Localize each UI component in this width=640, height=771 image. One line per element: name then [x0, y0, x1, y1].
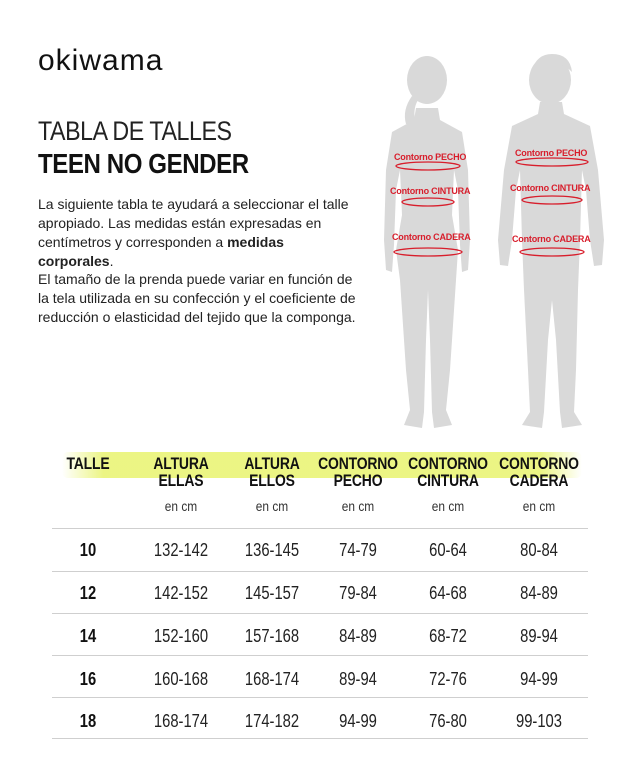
- row-divider: [52, 528, 588, 529]
- female-chest-label: Contorno PECHO: [394, 152, 467, 162]
- measure-cell: 94-99: [520, 669, 558, 689]
- silhouettes-illustration: [384, 54, 604, 428]
- measure-cell: 94-99: [339, 711, 377, 731]
- intro-paragraph-2: El tamaño de la prenda puede variar en f…: [38, 271, 356, 325]
- column-header-line1: CONTORNO: [499, 454, 579, 473]
- measure-cell: 132-142: [153, 540, 209, 560]
- column-unit: en cm: [341, 498, 375, 514]
- column-unit: en cm: [255, 498, 289, 514]
- measure-cell: 72-76: [429, 669, 467, 689]
- row-divider: [52, 738, 588, 739]
- column-unit: en cm: [164, 498, 198, 514]
- page-title-line1: TABLA DE TALLES: [38, 116, 232, 146]
- measure-cell: 152-160: [153, 626, 209, 646]
- size-cell: 12: [79, 583, 97, 603]
- measure-cell: 84-89: [520, 583, 558, 603]
- female-hip-label: Contorno CADERA: [392, 232, 471, 242]
- measure-cell: 160-168: [153, 669, 209, 689]
- row-divider: [52, 613, 588, 614]
- size-cell: 10: [79, 540, 97, 560]
- column-header-line1: CONTORNO: [408, 454, 488, 473]
- row-divider: [52, 571, 588, 572]
- measure-cell: 64-68: [429, 583, 467, 603]
- measure-cell: 84-89: [339, 626, 377, 646]
- column-header-line2: ELLOS: [249, 471, 295, 490]
- column-header-line1: ALTURA: [244, 454, 300, 473]
- row-divider: [52, 655, 588, 656]
- measure-cell: 79-84: [339, 583, 377, 603]
- column-unit: en cm: [522, 498, 556, 514]
- header-highlight: [62, 452, 582, 478]
- measure-cell: 174-182: [244, 711, 300, 731]
- column-header-line1: CONTORNO: [318, 454, 398, 473]
- column-header-line1: TALLE: [66, 454, 110, 473]
- size-cell: 18: [79, 711, 97, 731]
- measure-cell: 145-157: [244, 583, 300, 603]
- column-header-line2: CADERA: [509, 471, 569, 490]
- measure-cell: 68-72: [429, 626, 467, 646]
- female-measure-lines: [393, 161, 463, 257]
- column-unit: en cm: [431, 498, 465, 514]
- intro-end: .: [109, 253, 114, 269]
- measure-cell: 74-79: [339, 540, 377, 560]
- male-silhouette: [498, 54, 604, 428]
- intro-text: La siguiente tabla te ayudará a seleccio…: [38, 196, 349, 250]
- column-header-line2: CINTURA: [417, 471, 479, 490]
- measure-cell: 80-84: [520, 540, 558, 560]
- male-chest-label: Contorno PECHO: [515, 148, 588, 158]
- measure-cell: 136-145: [244, 540, 300, 560]
- size-cell: 16: [79, 669, 97, 689]
- page-title-line2: TEEN NO GENDER: [38, 148, 249, 179]
- column-header-line2: ELLAS: [158, 471, 204, 490]
- intro-paragraph-1: La siguiente tabla te ayudará a seleccio…: [38, 195, 358, 271]
- measure-cell: 168-174: [153, 711, 209, 731]
- male-measure-lines: [515, 157, 589, 257]
- measure-cell: 168-174: [244, 669, 300, 689]
- measure-cell: 157-168: [244, 626, 300, 646]
- body-figures: Contorno PECHO Contorno CINTURA Contorno…: [372, 40, 612, 440]
- measure-cell: 99-103: [516, 711, 562, 731]
- column-header-line1: ALTURA: [153, 454, 209, 473]
- female-silhouette: [384, 56, 470, 428]
- size-cell: 14: [79, 626, 97, 646]
- male-waist-label: Contorno CINTURA: [510, 183, 591, 193]
- column-header-line2: PECHO: [333, 471, 383, 490]
- row-divider: [52, 697, 588, 698]
- measure-cell: 76-80: [429, 711, 467, 731]
- measure-cell: 89-94: [520, 626, 558, 646]
- brand-logo: okiwama: [38, 44, 164, 77]
- measure-cell: 89-94: [339, 669, 377, 689]
- measure-cell: 60-64: [429, 540, 467, 560]
- male-hip-label: Contorno CADERA: [512, 234, 591, 244]
- female-waist-label: Contorno CINTURA: [390, 186, 471, 196]
- intro-bold-text: medidas corporales: [38, 234, 284, 269]
- measure-cell: 142-152: [153, 583, 209, 603]
